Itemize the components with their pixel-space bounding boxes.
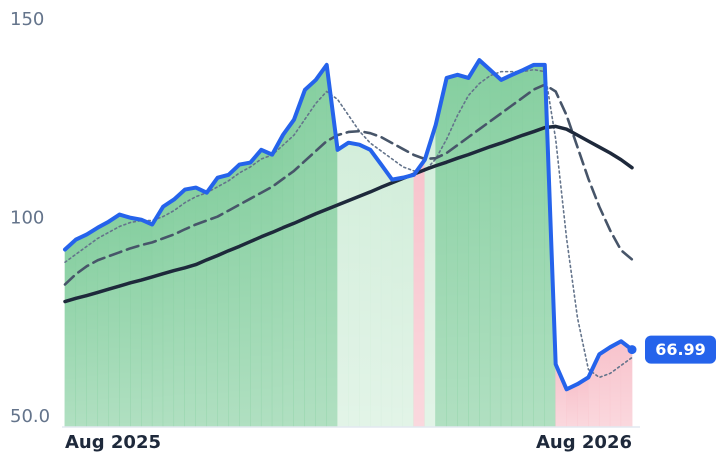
area-shade xyxy=(468,60,480,427)
area-shade xyxy=(217,174,229,427)
y-tick-label: 100 xyxy=(10,208,44,229)
area-shade xyxy=(304,79,316,428)
area-shade xyxy=(65,239,76,427)
area-shade xyxy=(566,384,578,427)
area-shade xyxy=(228,164,240,427)
area-shade xyxy=(130,217,142,427)
area-shade xyxy=(195,187,207,427)
x-tick-label: Aug 2026 xyxy=(536,432,632,453)
area-shade xyxy=(75,234,87,427)
area-shade xyxy=(293,89,305,427)
area-shade xyxy=(86,227,98,427)
area-shade xyxy=(446,74,458,428)
area-shade xyxy=(424,124,436,427)
area-shade xyxy=(250,149,262,427)
area-shade xyxy=(261,149,273,427)
area-shade xyxy=(359,144,371,427)
area-shade xyxy=(435,77,447,427)
area-shade xyxy=(457,74,469,428)
area-shade xyxy=(326,64,338,428)
area-shade xyxy=(599,347,611,427)
y-tick-label: 150 xyxy=(10,9,44,30)
area-shade xyxy=(370,149,382,427)
value-badge-label: 66.99 xyxy=(655,340,706,359)
area-shade xyxy=(555,364,567,427)
area-shade xyxy=(512,70,523,427)
area-shade xyxy=(501,74,513,428)
area-shade xyxy=(479,60,491,427)
series-line xyxy=(63,58,634,392)
value-badge xyxy=(645,335,716,364)
area-shade xyxy=(239,162,251,428)
area-shade xyxy=(283,119,294,427)
area-shade xyxy=(184,187,196,427)
area-shade xyxy=(97,221,109,427)
area-shade xyxy=(403,174,414,427)
series-line xyxy=(64,68,633,379)
area-shade xyxy=(163,199,175,427)
area-shade xyxy=(577,377,589,427)
series-line xyxy=(63,83,634,286)
area-shade xyxy=(621,341,632,427)
x-tick-label: Aug 2025 xyxy=(65,432,161,453)
area-shade xyxy=(141,219,153,427)
area-shade xyxy=(413,159,425,427)
area-shade xyxy=(337,142,349,427)
last-point xyxy=(627,345,637,355)
area-shade xyxy=(392,177,404,427)
area-shade xyxy=(272,134,284,427)
area-shade xyxy=(610,341,622,427)
y-tick-label: 50.0 xyxy=(10,406,50,427)
area-shade xyxy=(348,142,360,427)
area-shade xyxy=(206,177,218,427)
area-shade xyxy=(381,164,393,427)
series-line xyxy=(63,124,634,304)
area-shade xyxy=(490,70,502,427)
area-shade xyxy=(108,214,120,427)
area-shade xyxy=(119,214,131,427)
area-shade xyxy=(533,64,545,428)
area-shade xyxy=(522,64,534,428)
area-shade xyxy=(174,189,185,427)
area-shade xyxy=(152,206,164,427)
area-shade xyxy=(315,64,327,428)
